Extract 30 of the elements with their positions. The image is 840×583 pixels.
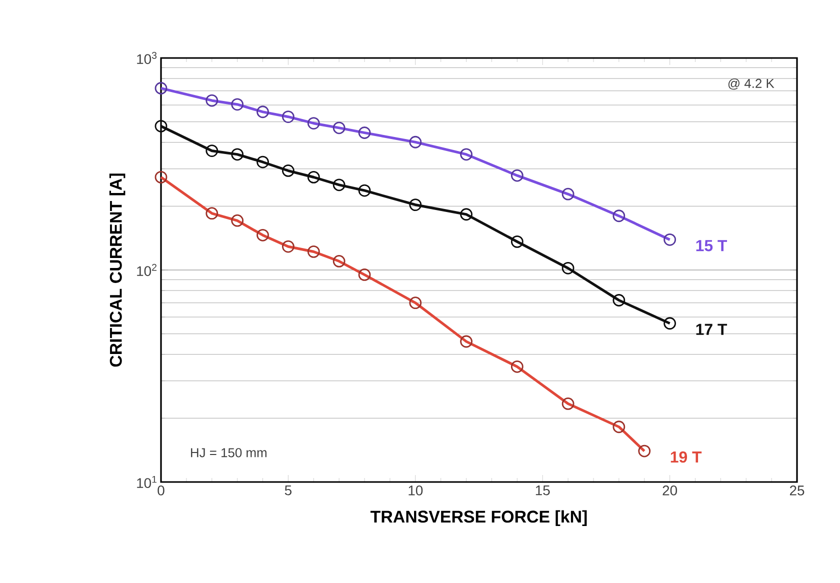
x-tick-label: 10 [408, 486, 423, 496]
point [154, 120, 168, 132]
point [332, 178, 346, 192]
point [282, 164, 294, 177]
point [562, 262, 574, 274]
y-tick-label: 10$^{3}$ [137, 52, 157, 64]
series-label: 19 T [670, 451, 702, 463]
x-tick-label: 5 [284, 486, 292, 496]
x-tick-label: 20 [662, 486, 678, 496]
point [460, 208, 472, 221]
point [664, 317, 676, 330]
series-label: 15 T [696, 240, 728, 252]
point [409, 198, 422, 212]
series-label: 17 T [696, 324, 728, 335]
x-tick-label: 15 [536, 486, 550, 496]
point [612, 294, 626, 306]
y-axis-title: CRITICAL CURRENT [A] [109, 174, 126, 367]
point [206, 144, 218, 157]
point [256, 156, 269, 168]
x-tick-label: 0 [158, 486, 164, 496]
x-tick-label: 25 [790, 486, 804, 496]
x-axis-title: TRANSVERSE FORCE [kN] [370, 510, 587, 526]
point [510, 235, 524, 248]
point [358, 184, 371, 197]
point [231, 148, 244, 161]
point [307, 170, 320, 184]
annotation: @ 4.2 K [728, 78, 774, 90]
y-tick-label: 10$^{1}$ [137, 476, 157, 488]
y-tick-label: 10$^{2}$ [137, 264, 156, 276]
annotation: HJ = 150 mm [191, 448, 266, 458]
